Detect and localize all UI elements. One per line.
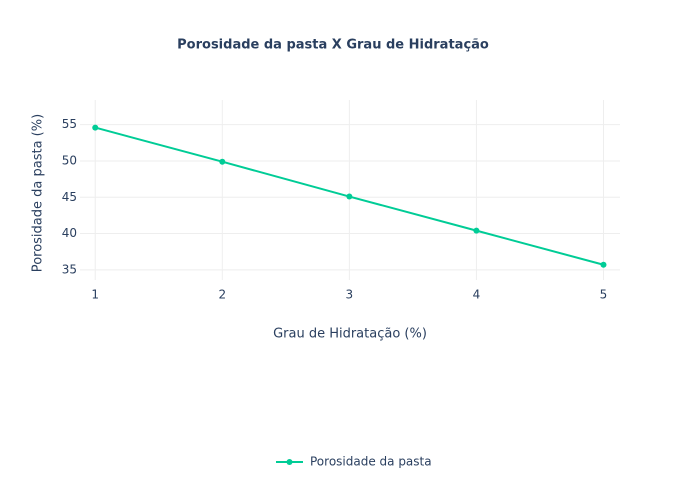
- x-axis-title: Grau de Hidratação (%): [273, 327, 427, 342]
- marker: [346, 193, 353, 200]
- x-tick-label: 4: [473, 288, 481, 302]
- x-tick-label: 3: [346, 288, 354, 302]
- marker: [600, 261, 607, 268]
- x-tick-label: 1: [91, 288, 99, 302]
- y-tick-label: 50: [62, 153, 77, 167]
- y-tick-label: 40: [62, 226, 77, 240]
- marker: [219, 158, 226, 165]
- x-tick-label: 2: [218, 288, 226, 302]
- y-tick-label: 35: [62, 262, 77, 276]
- marker: [92, 124, 99, 131]
- y-tick-label: 45: [62, 190, 77, 204]
- legend-label: Porosidade da pasta: [310, 455, 432, 469]
- y-tick-label: 55: [62, 117, 77, 131]
- chart-title: Porosidade da pasta X Grau de Hidratação: [177, 38, 489, 53]
- y-axis-title: Porosidade da pasta (%): [31, 114, 46, 272]
- legend-marker: [286, 459, 293, 465]
- marker: [473, 227, 480, 234]
- x-tick-label: 5: [600, 288, 608, 302]
